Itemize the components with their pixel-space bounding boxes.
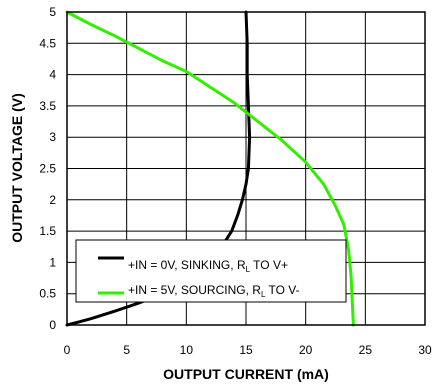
x-tick-label: 30 (418, 343, 432, 357)
y-tick-labels: 0 0.5 1 1.5 2 2.5 3 3.5 4 4.5 5 (39, 5, 56, 332)
y-tick-label: 5 (49, 5, 56, 19)
y-tick-label: 3 (49, 130, 56, 144)
x-tick-label: 25 (359, 343, 373, 357)
y-tick-label: 4 (49, 68, 56, 82)
y-tick-label: 4.5 (39, 36, 56, 50)
series-lines (65, 10, 355, 327)
legend: +IN = 0V, SINKING, RL TO V+ +IN = 5V, SO… (75, 239, 347, 303)
y-tick-label: 1 (49, 255, 56, 269)
y-tick-label: 2 (49, 193, 56, 207)
x-tick-label: 5 (123, 343, 130, 357)
y-tick-label: 3.5 (39, 99, 56, 113)
x-tick-label: 0 (64, 343, 71, 357)
plot-frame (66, 11, 426, 326)
y-tick-label: 2.5 (39, 162, 56, 176)
x-tick-label: 20 (299, 343, 313, 357)
y-axis-title: OUTPUT VOLTAGE (V) (9, 93, 25, 243)
legend-label-sourcing: +IN = 5V, SOURCING, RL TO V- (128, 283, 300, 299)
x-tick-label: 10 (180, 343, 194, 357)
x-tick-label: 15 (239, 343, 253, 357)
y-tick-label: 1.5 (39, 224, 56, 238)
y-tick-label: 0.5 (39, 287, 56, 301)
x-tick-labels: 0 5 10 15 20 25 30 (64, 343, 432, 357)
y-tick-label: 0 (49, 318, 56, 332)
legend-label-sinking: +IN = 0V, SINKING, RL TO V+ (128, 258, 288, 274)
x-axis-title: OUTPUT CURRENT (mA) (163, 366, 329, 382)
series-line-0 (65, 10, 252, 327)
series-line-1 (65, 10, 355, 327)
